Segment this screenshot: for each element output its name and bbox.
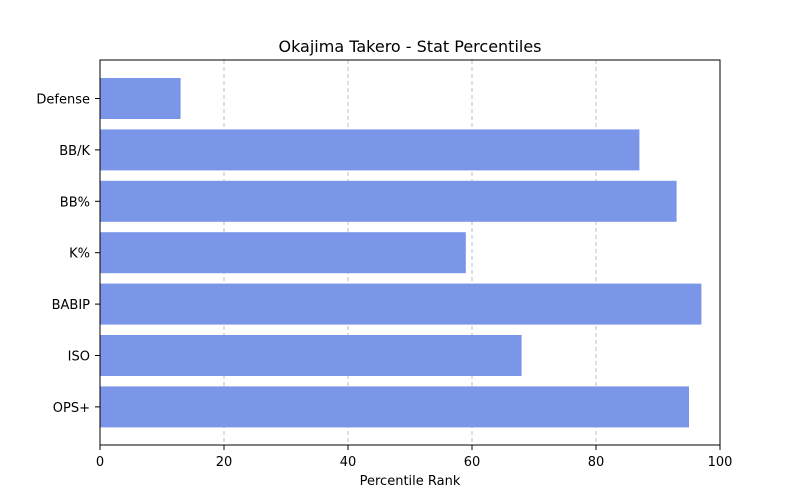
x-axis-label: Percentile Rank [360, 474, 461, 489]
y-axis: Defense BB/K BB% K% BABIP ISO OPS+ [36, 93, 100, 416]
x-tick-label: 100 [708, 455, 733, 470]
bar [100, 232, 466, 274]
bar [100, 180, 677, 222]
y-tick-label: Defense [36, 93, 90, 108]
x-tick-label: 60 [464, 455, 481, 470]
y-tick-label: BB% [60, 195, 90, 210]
bar [100, 335, 522, 376]
bar [100, 386, 689, 428]
bar-series [100, 78, 702, 428]
x-tick-label: 20 [216, 455, 233, 470]
x-axis: 0 20 40 60 80 100 [96, 445, 733, 470]
y-tick-label: OPS+ [53, 401, 90, 416]
y-tick-label: ISO [68, 350, 90, 365]
chart-title: Okajima Takero - Stat Percentiles [278, 37, 541, 56]
x-tick-label: 40 [340, 455, 357, 470]
y-tick-label: BABIP [52, 298, 91, 313]
bar [100, 283, 702, 325]
y-tick-label: K% [69, 247, 90, 262]
bar [100, 129, 640, 171]
x-tick-label: 80 [588, 455, 605, 470]
y-tick-label: BB/K [59, 144, 90, 159]
bar [100, 78, 181, 119]
x-tick-label: 0 [96, 455, 104, 470]
